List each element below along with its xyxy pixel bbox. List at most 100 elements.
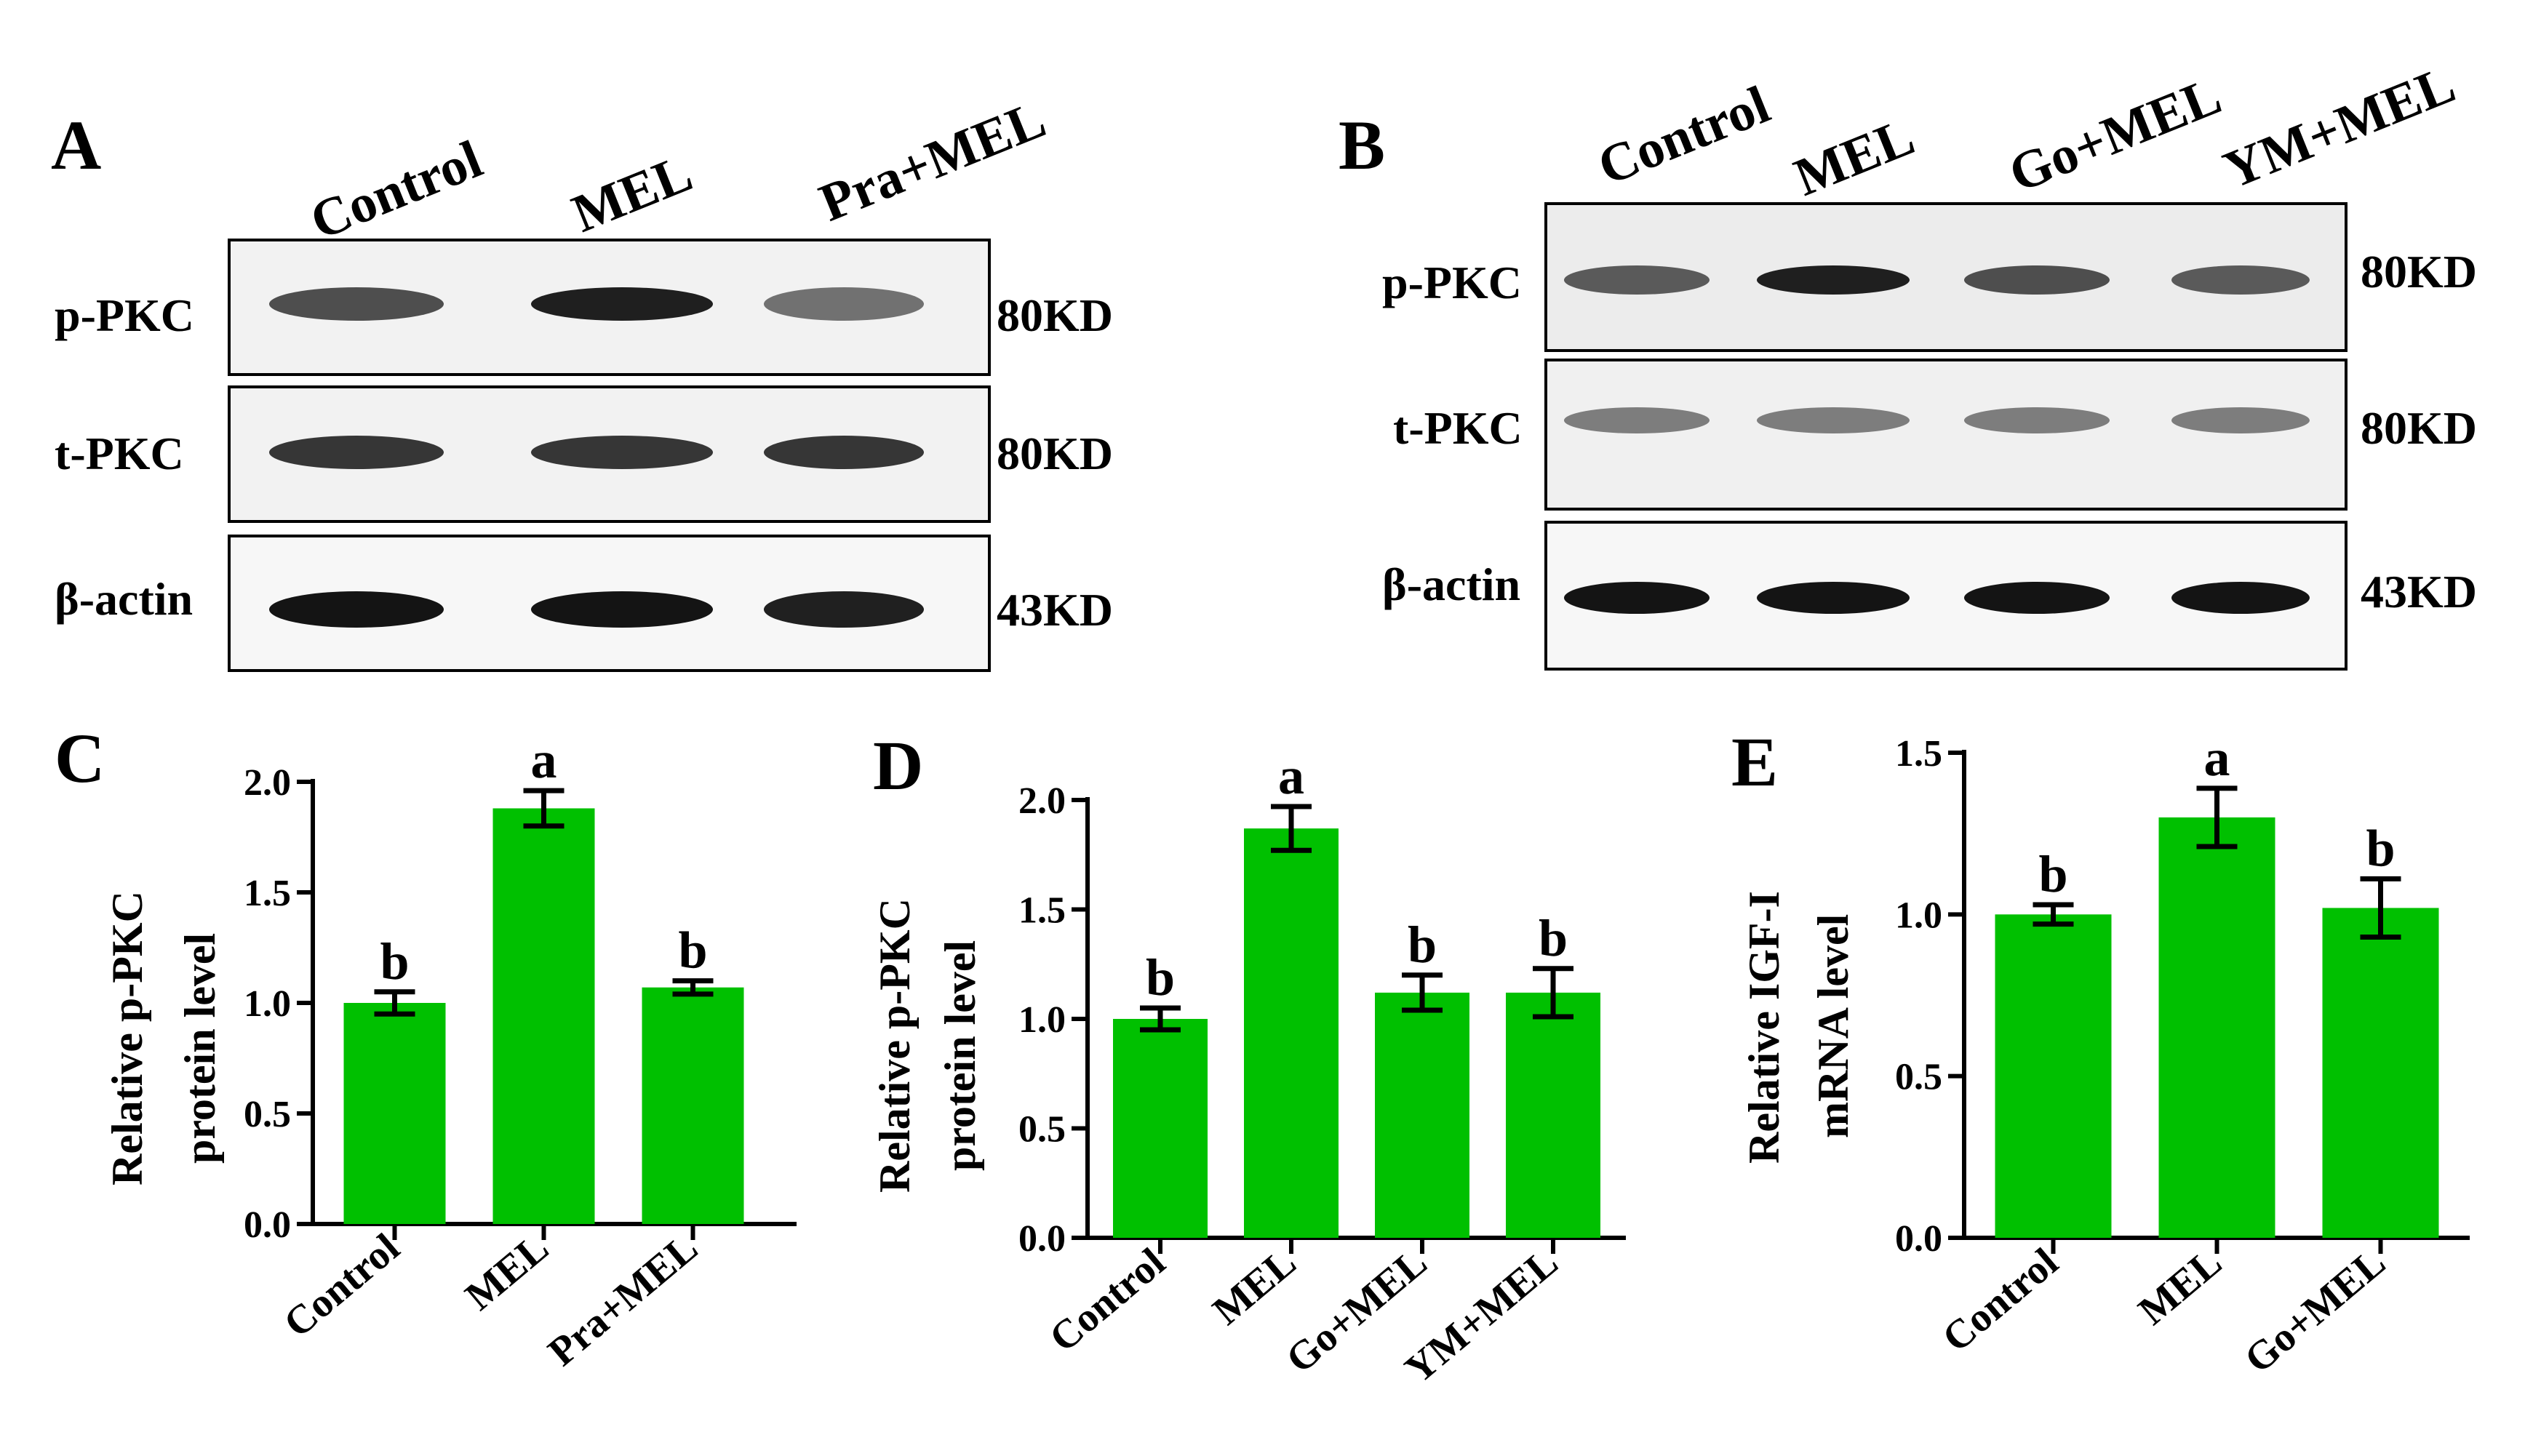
x-tick-label-e-0: Control (1934, 1239, 2067, 1361)
blot-size-b-p-pkc: 80KD (2361, 246, 2477, 297)
band-group-b-t-pkc (1564, 407, 2310, 433)
significance-letter-d-1: a (1278, 747, 1304, 805)
blot-band-a-0-0 (269, 287, 444, 321)
panel-letter-c: C (55, 719, 105, 797)
blot-band-b-1-2 (1964, 407, 2110, 433)
lane-label-b-mel: MEL (1787, 107, 1923, 208)
blot-band-b-0-0 (1564, 265, 1710, 295)
blot-band-b-0-2 (1964, 265, 2110, 295)
y-axis-label-e-line1: Relative IGF-I (1740, 891, 1788, 1164)
panel-d: D Relative p-PKC protein level 0.0 0.5 1.0… (871, 727, 1626, 1392)
significance-letter-e-1: a (2204, 729, 2230, 787)
blot-size-b-t-pkc: 80KD (2361, 402, 2477, 454)
blot-band-b-2-1 (1757, 582, 1910, 614)
band-group-b-p-pkc (1564, 265, 2310, 295)
y-tick-label-d-0: 0.0 (1018, 1218, 1066, 1260)
y-tick-label-e-1: 0.5 (1895, 1057, 1942, 1098)
panel-c: C Relative p-PKC protein level 0.0 0.5 1.0… (55, 719, 797, 1375)
y-tick-label-c-1: 0.5 (244, 1094, 291, 1135)
y-axis-label-d-line2: protein level (936, 940, 984, 1171)
blot-band-b-2-3 (2171, 582, 2310, 614)
lane-label-a-pra-mel: Pra+MEL (812, 89, 1054, 233)
blot-size-a-t-pkc: 80KD (997, 428, 1113, 479)
y-tick-label-d-2: 1.0 (1018, 999, 1066, 1041)
y-tick-label-c-3: 1.5 (244, 873, 291, 914)
band-group-a-p-pkc (269, 287, 924, 321)
significance-letter-d-2: b (1408, 916, 1437, 974)
lane-label-b-ym-mel: YM+MEL (2216, 55, 2463, 201)
blot-band-a-1-1 (531, 436, 713, 469)
y-axis-label-c-line2: protein level (176, 933, 224, 1164)
panel-b: B Control MEL Go+MEL YM+MEL p-PKC t-PKC … (1339, 55, 2477, 671)
y-tick-label-d-1: 0.5 (1018, 1109, 1066, 1151)
y-axis-label-c-line1: Relative p-PKC (103, 891, 151, 1185)
blot-band-b-2-2 (1964, 582, 2110, 614)
band-group-a-beta-actin (269, 591, 924, 628)
significance-letter-e-0: b (2038, 845, 2067, 903)
bar-e-2 (2322, 908, 2439, 1238)
y-tick-label-e-2: 1.0 (1895, 895, 1942, 936)
bar-c-1 (492, 808, 595, 1224)
blot-band-b-1-3 (2171, 407, 2310, 433)
bar-d-0 (1113, 1019, 1208, 1238)
bar-c-2 (642, 987, 744, 1224)
lane-label-a-mel: MEL (565, 143, 701, 244)
bar-d-2 (1375, 992, 1469, 1238)
panel-e: E Relative IGF-I mRNA level 0.0 0.5 1.0 1.5… (1731, 723, 2470, 1382)
x-tick-label-c-0: Control (276, 1225, 408, 1346)
blot-size-a-beta-actin: 43KD (997, 584, 1113, 636)
blot-band-a-1-2 (764, 436, 924, 469)
chart-d: 0.00.51.01.52.0bControlaMELbGo+MELbYM+ME… (1018, 747, 1626, 1392)
panel-letter-e: E (1731, 723, 1778, 801)
blot-band-a-2-0 (269, 591, 444, 628)
significance-letter-c-0: b (380, 932, 409, 991)
blot-size-b-beta-actin: 43KD (2361, 566, 2477, 617)
bar-c-0 (343, 1003, 446, 1224)
y-tick-label-e-0: 0.0 (1895, 1218, 1942, 1260)
y-tick-label-c-2: 1.0 (244, 983, 291, 1025)
blot-box-b-t-pkc (1544, 359, 2347, 511)
lane-label-b-go-mel: Go+MEL (2001, 65, 2230, 204)
bar-d-3 (1506, 992, 1600, 1238)
y-tick-label-e-3: 1.5 (1895, 733, 1942, 775)
blot-label-a-p-pkc: p-PKC (55, 289, 194, 341)
blot-label-a-t-pkc: t-PKC (55, 428, 184, 479)
bar-e-0 (1995, 914, 2112, 1238)
blot-band-b-0-3 (2171, 265, 2310, 295)
significance-letter-e-2: b (2366, 819, 2395, 877)
x-tick-label-c-2: Pra+MEL (540, 1225, 706, 1375)
blot-band-b-1-0 (1564, 407, 1710, 433)
blot-band-a-0-1 (531, 287, 713, 321)
band-group-a-t-pkc (269, 436, 924, 469)
blot-band-b-1-1 (1757, 407, 1910, 433)
panel-letter-a: A (51, 106, 101, 184)
bar-d-1 (1244, 828, 1339, 1238)
blot-label-a-beta-actin: β-actin (55, 573, 193, 625)
x-tick-label-e-2: Go+MEL (2236, 1239, 2394, 1382)
blot-band-b-0-1 (1757, 265, 1910, 295)
blot-band-a-2-1 (531, 591, 713, 628)
blot-band-b-2-0 (1564, 582, 1710, 614)
bar-e-1 (2158, 817, 2275, 1238)
panel-letter-b: B (1339, 106, 1385, 184)
significance-letter-c-2: b (678, 921, 707, 980)
y-axis-label-e-line2: mRNA level (1809, 914, 1857, 1138)
significance-letter-d-3: b (1539, 909, 1568, 967)
y-tick-label-c-0: 0.0 (244, 1204, 291, 1246)
y-tick-label-d-3: 1.5 (1018, 890, 1066, 932)
lane-label-a-control: Control (303, 129, 490, 252)
significance-letter-d-0: b (1146, 948, 1175, 1007)
panel-letter-d: D (873, 727, 923, 804)
blot-label-b-p-pkc: p-PKC (1382, 257, 1522, 308)
lane-label-b-control: Control (1590, 75, 1778, 197)
y-axis-label-d-line1: Relative p-PKC (871, 898, 919, 1193)
y-tick-label-c-4: 2.0 (244, 762, 291, 804)
blot-band-a-0-2 (764, 287, 924, 321)
band-group-b-beta-actin (1564, 582, 2310, 614)
blot-label-b-beta-actin: β-actin (1382, 559, 1520, 610)
blot-band-a-1-0 (269, 436, 444, 469)
panel-a: A Control MEL Pra+MEL p-PKC t-PKC β-acti… (51, 89, 1113, 672)
